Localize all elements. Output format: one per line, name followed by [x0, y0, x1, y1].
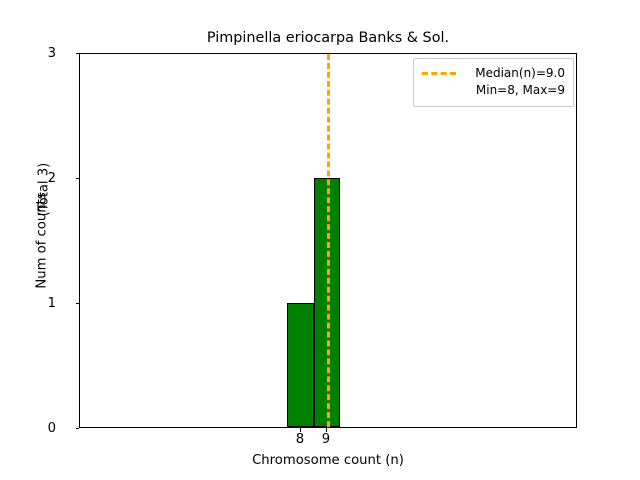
- y-axis-label: Num of counts (Total 3): [0, 0, 80, 480]
- y-axis-label-line2: (Total 3): [36, 162, 52, 217]
- median-line: [326, 54, 330, 427]
- x-axis-label: Chromosome count (n): [252, 453, 404, 468]
- chart-title: Pimpinella eriocarpa Banks & Sol.: [206, 30, 450, 46]
- plot-area: [79, 53, 577, 428]
- legend-label-median: Median(n)=9.0: [475, 66, 565, 80]
- ytick-mark-3: [75, 53, 79, 54]
- ytick-label-1: 1: [47, 296, 56, 311]
- ytick-mark-1: [75, 303, 79, 304]
- median-line-swatch-icon: [422, 72, 456, 75]
- legend-text: Median(n)=9.0 Min=8, Max=9: [464, 65, 565, 100]
- xtick-mark-9: [326, 428, 327, 432]
- xtick-label-8: 8: [295, 432, 305, 447]
- ytick-label-0: 0: [47, 421, 56, 436]
- ytick-mark-0: [75, 428, 79, 429]
- legend-label-range: Min=8, Max=9: [475, 83, 565, 98]
- ytick-label-2: 2: [47, 171, 56, 186]
- ytick-mark-2: [75, 178, 79, 179]
- ytick-label-3: 3: [47, 46, 56, 61]
- median-layer: [80, 54, 576, 427]
- legend[interactable]: Median(n)=9.0 Min=8, Max=9: [413, 58, 574, 107]
- bar-8[interactable]: [287, 302, 314, 427]
- xtick-mark-8: [300, 428, 301, 432]
- legend-entry-median: Median(n)=9.0 Min=8, Max=9: [422, 65, 565, 100]
- xtick-label-9: 9: [321, 432, 331, 447]
